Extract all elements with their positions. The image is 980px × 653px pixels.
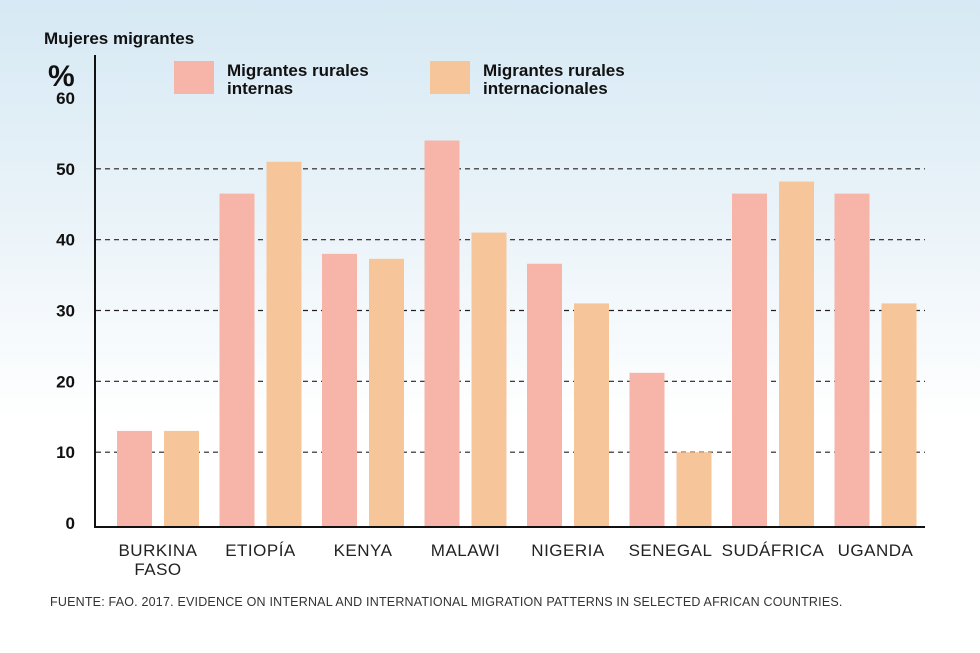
bar-internacionales <box>266 161 302 526</box>
bar-internas <box>117 430 152 526</box>
x-tick-label: NIGERIA <box>531 541 605 560</box>
chart-title: Mujeres migrantes <box>44 29 194 48</box>
legend: Migrantes rurales internas Migrantes rural… <box>174 61 625 98</box>
y-tick-label: 60 <box>56 89 75 108</box>
axes <box>94 55 925 528</box>
bar-internacionales <box>779 181 814 527</box>
legend-label: Migrantes rurales internacionales <box>483 61 625 98</box>
bar-internas <box>322 253 357 527</box>
bars <box>117 140 917 527</box>
x-tick-labels: BURKINA FASO ETIOPÍA KENYA MALAWI NIGERIA SENE… <box>118 541 913 579</box>
y-tick-label: 20 <box>56 372 75 391</box>
bar-internas <box>629 372 665 526</box>
bar-internacionales <box>369 258 404 526</box>
y-tick-label: 10 <box>56 443 75 462</box>
x-tick-label: MALAWI <box>431 541 500 560</box>
y-axis-unit: % <box>48 60 75 93</box>
legend-label: Migrantes rurales internas <box>227 61 369 98</box>
bar-internas <box>834 193 870 526</box>
bar-internas <box>527 263 562 526</box>
bar-internas <box>219 193 255 526</box>
x-tick-label: SENEGAL <box>629 541 713 560</box>
x-tick-label: BURKINA FASO <box>118 541 197 579</box>
x-tick-label: ETIOPÍA <box>225 541 296 560</box>
y-tick-label: 30 <box>56 302 75 321</box>
source-note: FUENTE: FAO. 2017. EVIDENCE ON INTERNAL … <box>50 595 843 609</box>
bar-internacionales <box>574 303 609 526</box>
bar-internas <box>732 193 767 526</box>
bar-internas <box>424 140 460 526</box>
y-tick-labels: 0 10 20 30 40 50 60 <box>56 89 75 533</box>
x-tick-label: KENYA <box>334 541 393 560</box>
bar-internacionales <box>676 452 712 526</box>
bar-internacionales <box>471 232 507 527</box>
legend-swatch <box>430 61 470 94</box>
y-tick-label: 0 <box>66 514 75 533</box>
bar-internacionales <box>164 430 199 526</box>
x-tick-label: UGANDA <box>838 541 914 560</box>
y-tick-label: 40 <box>56 231 75 250</box>
bar-internacionales <box>881 303 917 526</box>
legend-swatch <box>174 61 214 94</box>
x-tick-label: SUDÁFRICA <box>722 541 825 560</box>
y-tick-label: 50 <box>56 160 75 179</box>
